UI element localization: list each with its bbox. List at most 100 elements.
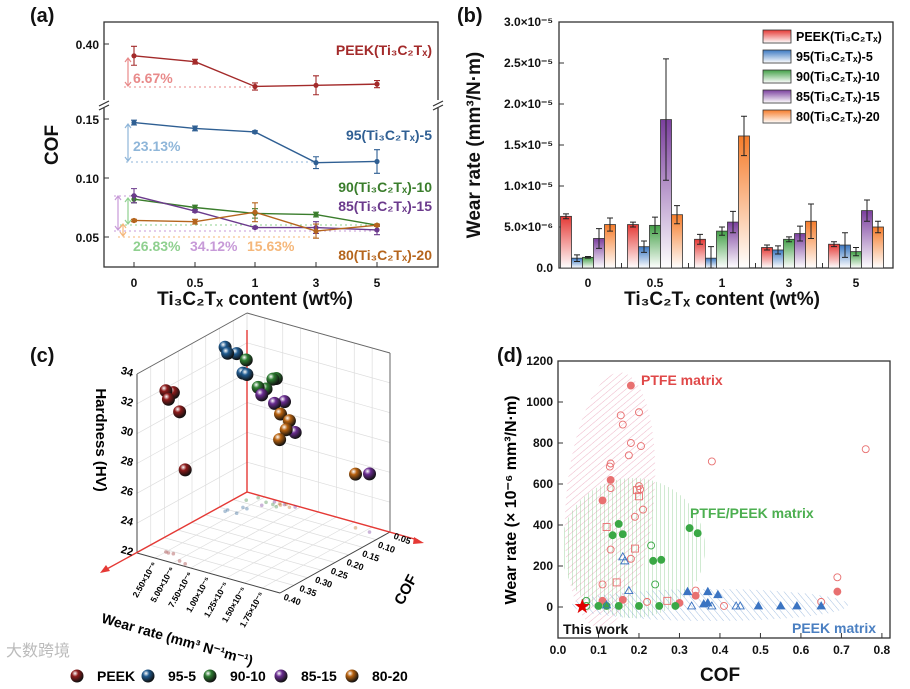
y-tick-label: 800 [533,436,553,450]
error-bar [697,233,703,245]
annotation-peek: 6.67% [133,70,173,86]
data-ball [278,395,292,409]
data-point-circle [626,439,635,447]
data-point-triangle [620,555,630,565]
legend: PEEK(Ti₃C₂Tₓ) 95(Ti₃C₂Tₓ)-5 90(Ti₃C₂Tₓ)-10… [762,29,882,124]
z-tick-label: 22 [119,544,134,559]
x-tick-label: 0 [585,276,592,290]
data-point [192,59,198,65]
x-tick-label: 3 [313,276,320,290]
series-label-95-5: 95(Ti₃C₂Tₓ)-5 [346,127,432,143]
data-point-triangle [703,597,713,607]
legend-swatch [762,69,792,84]
data-point-circle [598,496,607,505]
bars [560,58,884,269]
this-work-star-icon [574,598,590,614]
legend-swatch [762,109,792,124]
bar [783,238,795,269]
y-tick-label: 0.10 [377,540,397,555]
x-tick-label: 3 [786,276,793,290]
floor-projection-point [293,505,297,509]
data-point [192,208,198,214]
floor-projection-point [171,551,176,556]
data-point-triangle [713,589,723,599]
x-tick-label: 0 [131,276,138,290]
data-ball [266,372,280,386]
error-bar [719,226,725,236]
x-axis-line [136,552,281,594]
data-ball [268,396,282,410]
floor-projection-point [164,550,168,554]
y-axis-label: Wear rate (× 10⁻⁶ mm³/N·m) [503,396,520,605]
bar [761,247,773,269]
grid-line [164,537,308,579]
error-bar [764,244,770,251]
data-point-circle [598,580,607,589]
y-tick-label: 0.30 [314,574,334,589]
axis-break-marks [98,100,444,111]
arrowhead-icon [100,565,110,573]
data-point-circle [671,602,680,610]
legend-ball [70,669,84,683]
x-tick-label: 0.5 [752,643,769,657]
3d-axes: 222426283032342.50×10⁻⁶5.00×10⁻⁶7.50×10⁻… [100,330,424,629]
z-tick-label: 30 [119,425,134,440]
legend-swatch [762,49,792,64]
this-work-label: This work [563,621,629,637]
data-point [313,160,319,166]
error-bar [641,240,647,253]
region-label-ptfe-peek: PTFE/PEEK matrix [690,505,814,521]
error-bar [585,256,591,259]
data-point [374,158,380,165]
floor-projection-point [282,502,287,507]
data-point [252,224,258,231]
y-tick-label: 0 [546,600,553,614]
error-bar [786,236,792,243]
error-bar [741,115,747,157]
data-point-triangle [707,601,717,610]
y-tick-label: 3.0×10⁻⁵ [504,15,553,29]
grid-line [246,342,391,384]
y-tick-label: 0.25 [329,566,349,581]
error-bar [808,203,814,239]
x-axis-ticks: 0 0.5 1 3 5 [585,263,860,290]
x-tick-label: 0.7 [833,643,850,657]
error-bar [596,228,602,249]
floor-projection-point [234,511,239,516]
data-point-circle [616,411,625,420]
data-point-circle [833,587,842,596]
legend-label: 90(Ti₃C₂Tₓ)-10 [796,70,880,84]
panel-c: (c) 222426283032342.50×10⁻⁶5.00×10⁻⁶7.50… [30,312,424,684]
bar [627,224,639,269]
data-point-triangle [735,601,745,610]
y-axis-ticks: 0 200 400 600 800 1000 1200 [526,354,563,614]
data-point-circle [614,602,623,610]
floor-projection-point [367,530,372,534]
y-tick-label: 0.0 [536,261,553,275]
error-bar [775,245,781,255]
data-point-triangle [682,586,693,596]
watermark: 大数跨境 [6,641,70,660]
x-tick-label: 5 [374,276,381,290]
data-point-circle [624,451,633,460]
series-95(Ti₃C₂Tₓ)-5 [131,119,380,174]
y-tick-label: 2.5×10⁻⁵ [504,56,553,70]
grid-line [246,402,391,443]
data-ball [178,463,192,477]
floor-projection-point [245,506,249,511]
frame-line [136,312,248,375]
x-tick-label: 0.3 [671,643,688,657]
floor-projection-point [166,551,171,555]
grid-line [178,529,322,571]
data-ball [349,467,363,481]
grid-line [136,372,248,434]
grid-line [246,461,391,503]
data-point [313,82,319,88]
legend-ball [345,669,359,683]
arrowhead-icon [413,537,424,544]
legend-label: 80(Ti₃C₂Tₓ)-20 [796,110,880,124]
z-tick-label: 32 [119,395,134,410]
x-axis-label: COF [700,665,740,686]
reduction-arrows [114,57,132,237]
plot-frame [557,360,891,639]
